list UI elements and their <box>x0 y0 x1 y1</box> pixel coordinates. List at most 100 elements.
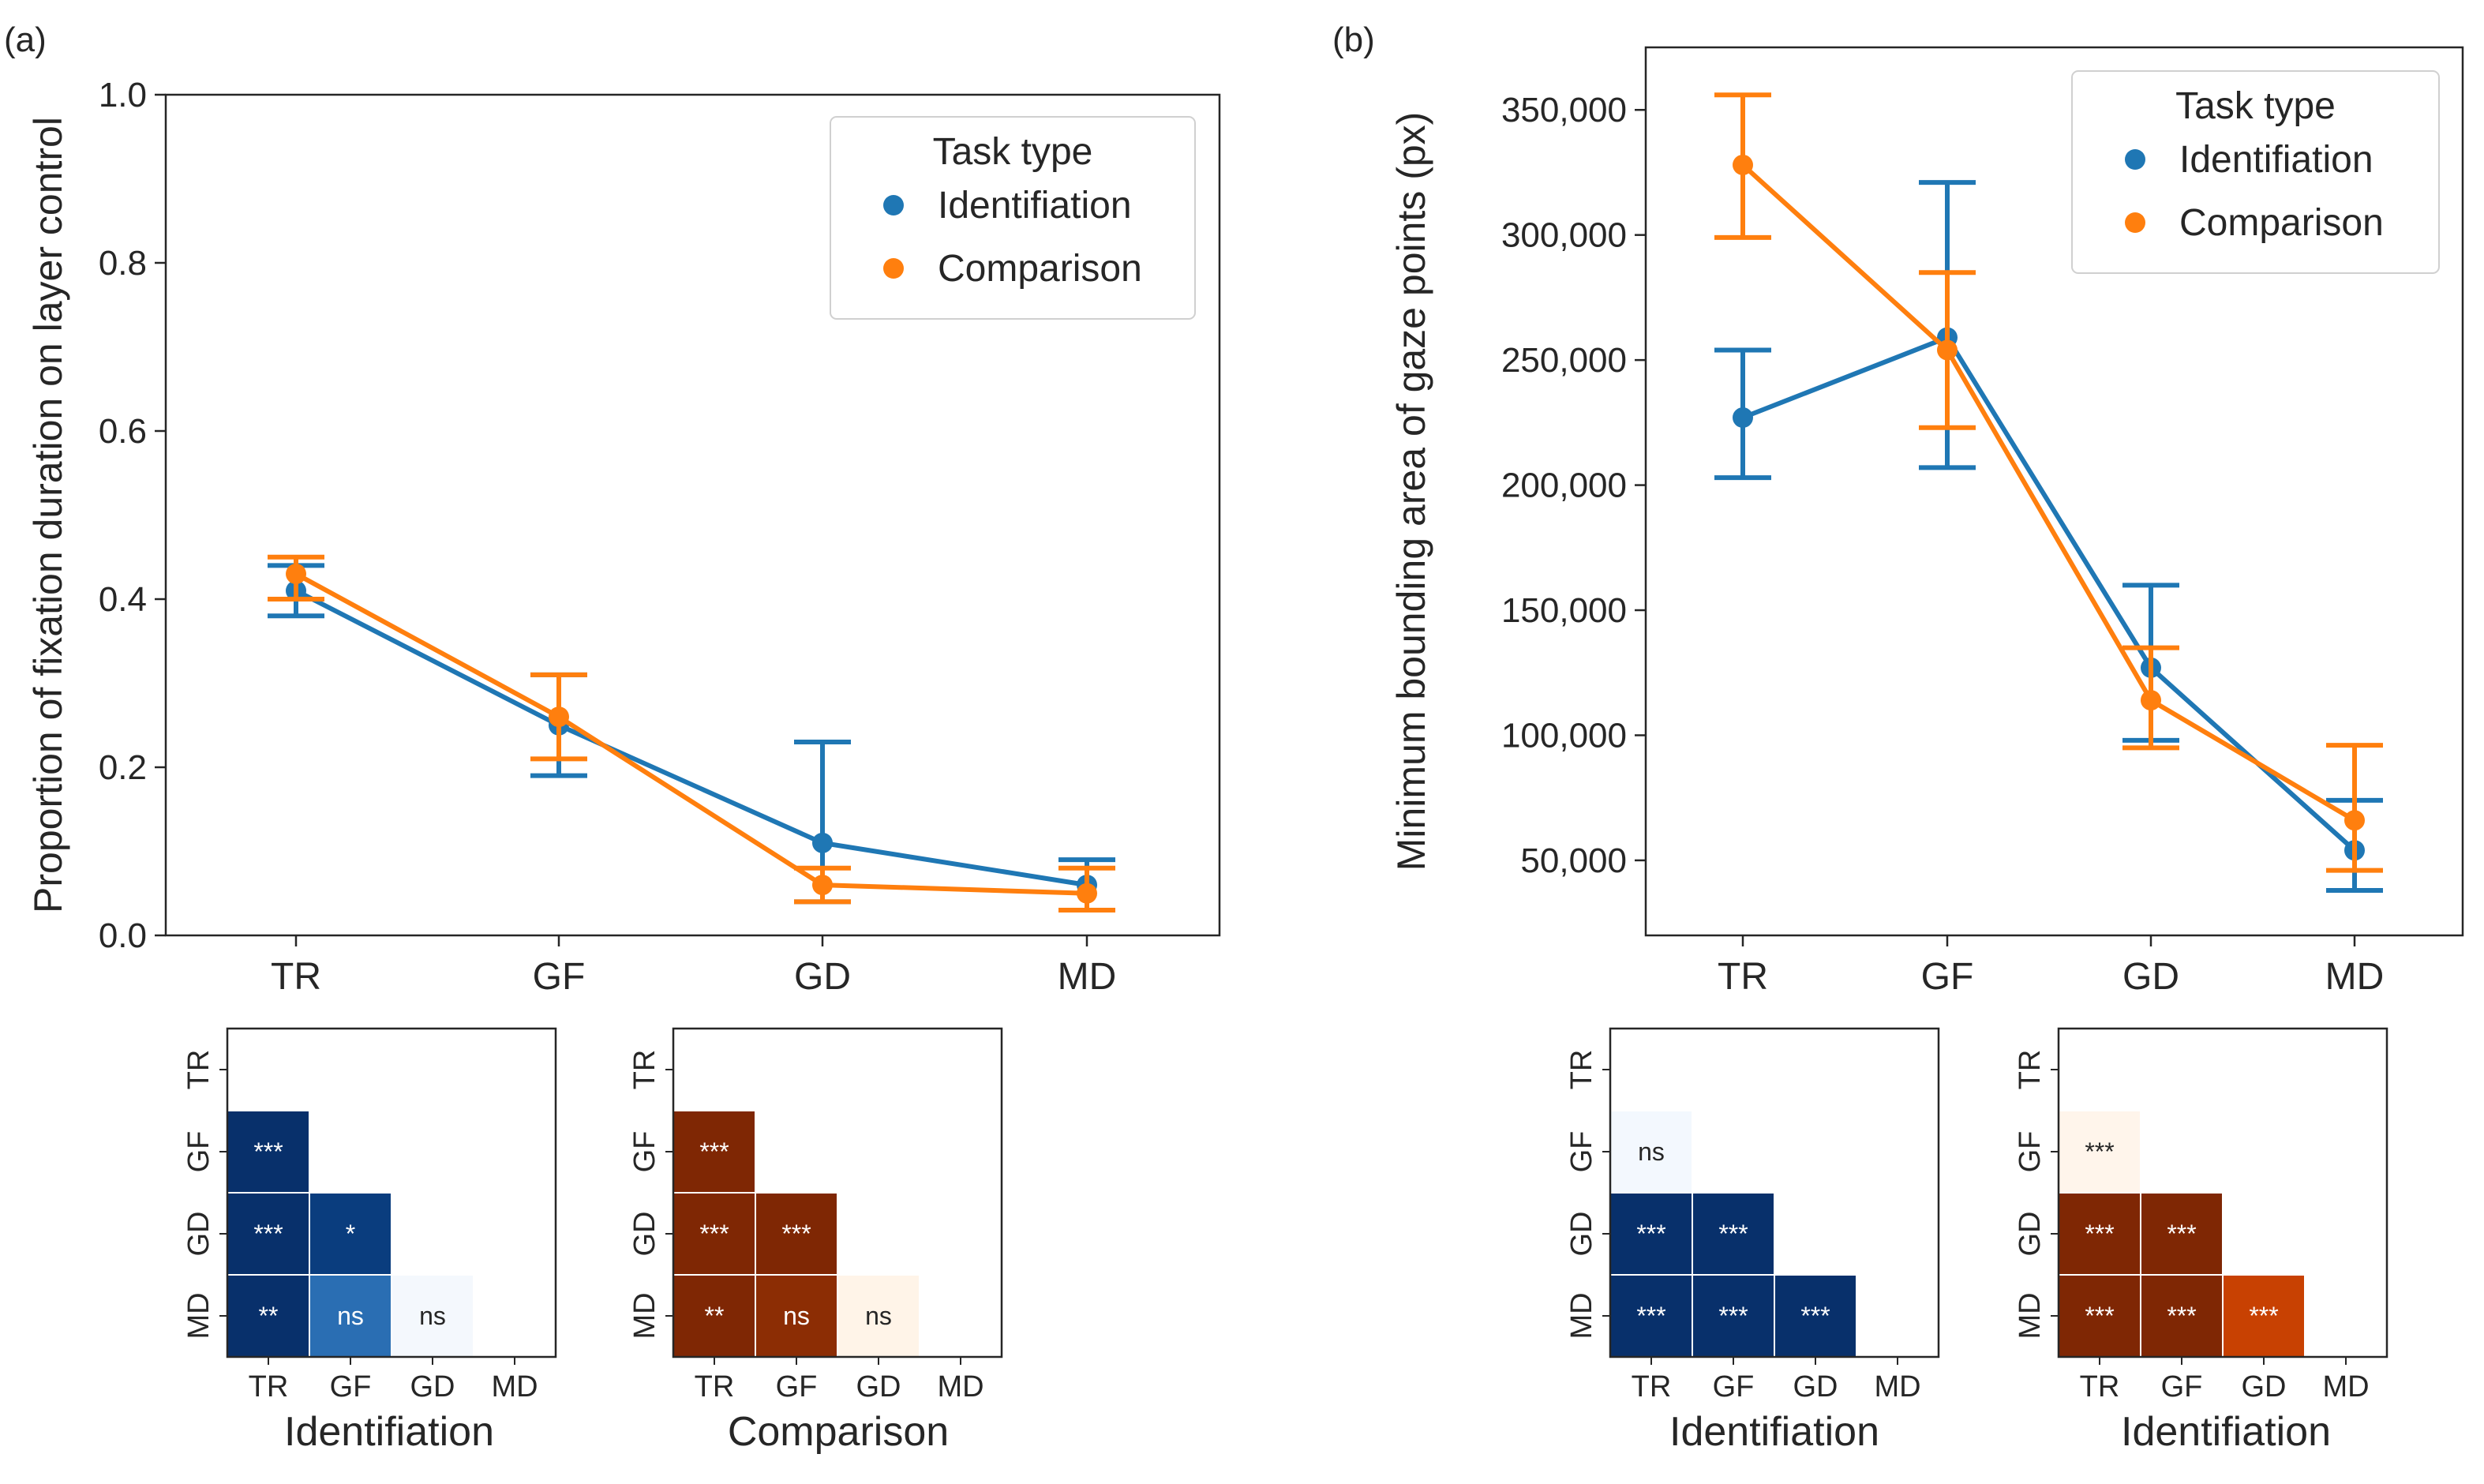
x-tick-label: GF <box>2161 1370 2203 1403</box>
cell-label: *** <box>2167 1302 2196 1330</box>
cell-label: ns <box>419 1302 446 1330</box>
y-tick-label: 0.6 <box>99 412 147 451</box>
y-tick-label: 250,000 <box>1501 341 1627 380</box>
panel-label: (b) <box>1332 21 1375 59</box>
series-identifiation <box>268 563 1115 913</box>
x-tick-label: MD <box>491 1370 538 1403</box>
cell-label: *** <box>1800 1302 1830 1330</box>
y-tick-label: 1.0 <box>99 76 147 114</box>
x-tick-label: GF <box>533 956 586 998</box>
heatmap-cell <box>309 1274 392 1358</box>
cell-label: ns <box>337 1302 364 1330</box>
data-point <box>1733 407 1753 429</box>
cell-label: ** <box>259 1302 279 1330</box>
series-line <box>1740 163 2356 823</box>
heatmap-cell <box>837 1274 920 1358</box>
y-tick-label: TR <box>182 1050 215 1090</box>
heatmap-cell <box>1609 1192 1693 1276</box>
legend-title: Task type <box>2175 85 2336 127</box>
x-tick-label: GF <box>330 1370 372 1403</box>
x-tick-label: GF <box>776 1370 818 1403</box>
cell-label: *** <box>2085 1137 2114 1166</box>
x-tick-label: MD <box>937 1370 983 1403</box>
y-axis-label: Minimum bounding area of gaze points (px… <box>1389 112 1433 871</box>
data-point <box>812 832 833 853</box>
cell-label: *** <box>2085 1302 2114 1330</box>
y-tick-label: 100,000 <box>1501 716 1627 755</box>
cell-label: *** <box>1718 1220 1748 1248</box>
heatmap-frame <box>226 1027 557 1358</box>
data-point <box>812 875 833 896</box>
cell-label: * <box>346 1220 355 1248</box>
panel-label: (a) <box>4 21 47 59</box>
y-tick-label: GF <box>628 1131 661 1173</box>
y-tick-label: TR <box>1565 1050 1598 1090</box>
x-tick-label: GD <box>794 956 851 998</box>
cell-label: ns <box>1638 1137 1665 1166</box>
y-tick-label: 0.8 <box>99 244 147 283</box>
legend-entry: Identifiation <box>2179 139 2373 181</box>
x-tick-label: GD <box>410 1370 455 1403</box>
heatmap-x-label: Identifiation <box>2121 1409 2331 1455</box>
legend-marker <box>2125 149 2145 170</box>
cell-label: *** <box>253 1220 283 1248</box>
y-axis-label: Proportion of fixation duration on layer… <box>26 117 70 913</box>
heatmap-cell <box>2058 1192 2141 1276</box>
y-tick-label: MD <box>1565 1292 1598 1339</box>
x-tick-label: TR <box>1632 1370 1672 1403</box>
cell-label: *** <box>1636 1302 1665 1330</box>
series-identifiation <box>1714 180 2383 893</box>
line-panel-b: 50,000 100,000 150,000 200,000 250,000 300,00… <box>1332 21 2464 998</box>
y-tick-label: 350,000 <box>1501 91 1627 129</box>
heatmap-frame <box>2057 1027 2388 1358</box>
y-tick-label: 200,000 <box>1501 467 1627 505</box>
y-tick-label: GD <box>2014 1212 2047 1257</box>
heatmap-x-label: Identifiation <box>1669 1409 1879 1455</box>
legend-box <box>2071 70 2440 274</box>
y-tick-label: TR <box>2014 1050 2047 1090</box>
data-point <box>2141 690 2161 711</box>
series-line <box>1741 335 2357 853</box>
y-tick-label: 0.4 <box>99 580 147 619</box>
heatmap-cell <box>227 1110 310 1194</box>
data-point <box>286 564 306 585</box>
data-point <box>1733 154 1753 175</box>
y-tick-label: GD <box>182 1212 215 1257</box>
x-tick-label: GF <box>1713 1370 1755 1403</box>
legend-entry: Comparison <box>938 248 1142 290</box>
x-tick-label: TR <box>271 956 321 998</box>
plot-frame <box>1644 46 2464 937</box>
x-tick-label: MD <box>2322 1370 2369 1403</box>
y-tick-label: GD <box>628 1212 661 1257</box>
y-tick-label: MD <box>628 1292 661 1339</box>
line-panel-a: 0.0 0.2 0.4 0.6 0.8 1.0 TR GF GD MD Proportion of … <box>4 21 1221 998</box>
y-tick-label: MD <box>2014 1292 2047 1339</box>
heatmap-x-label: Comparison <box>728 1409 949 1455</box>
series-comparison <box>268 554 1115 913</box>
cell-label: *** <box>699 1220 729 1248</box>
series-line <box>294 588 1088 888</box>
x-tick-label: TR <box>695 1370 735 1403</box>
heatmap-cell <box>1774 1274 1857 1358</box>
legend-marker <box>2125 212 2145 233</box>
cell-label: ns <box>783 1302 810 1330</box>
y-tick-label: 150,000 <box>1501 591 1627 630</box>
x-tick-label: GD <box>1793 1370 1838 1403</box>
x-tick-label: GD <box>856 1370 901 1403</box>
cell-label: ** <box>705 1302 725 1330</box>
cell-label: *** <box>2249 1302 2278 1330</box>
heatmap-cell <box>2058 1110 2141 1194</box>
cell-label: *** <box>2167 1220 2196 1248</box>
legend-marker <box>883 258 904 279</box>
heatmap-frame <box>1609 1027 1940 1358</box>
cell-label: *** <box>2085 1220 2114 1248</box>
y-tick-label: 0.2 <box>99 748 147 787</box>
heatmap-cell <box>2140 1274 2224 1358</box>
legend-box <box>830 116 1196 320</box>
x-tick-label: TR <box>249 1370 289 1403</box>
legend: Task type Identifiation Comparison <box>2071 70 2440 274</box>
y-tick-label: 50,000 <box>1520 841 1627 880</box>
legend-marker <box>883 195 904 215</box>
y-tick-label: GF <box>1565 1131 1598 1173</box>
